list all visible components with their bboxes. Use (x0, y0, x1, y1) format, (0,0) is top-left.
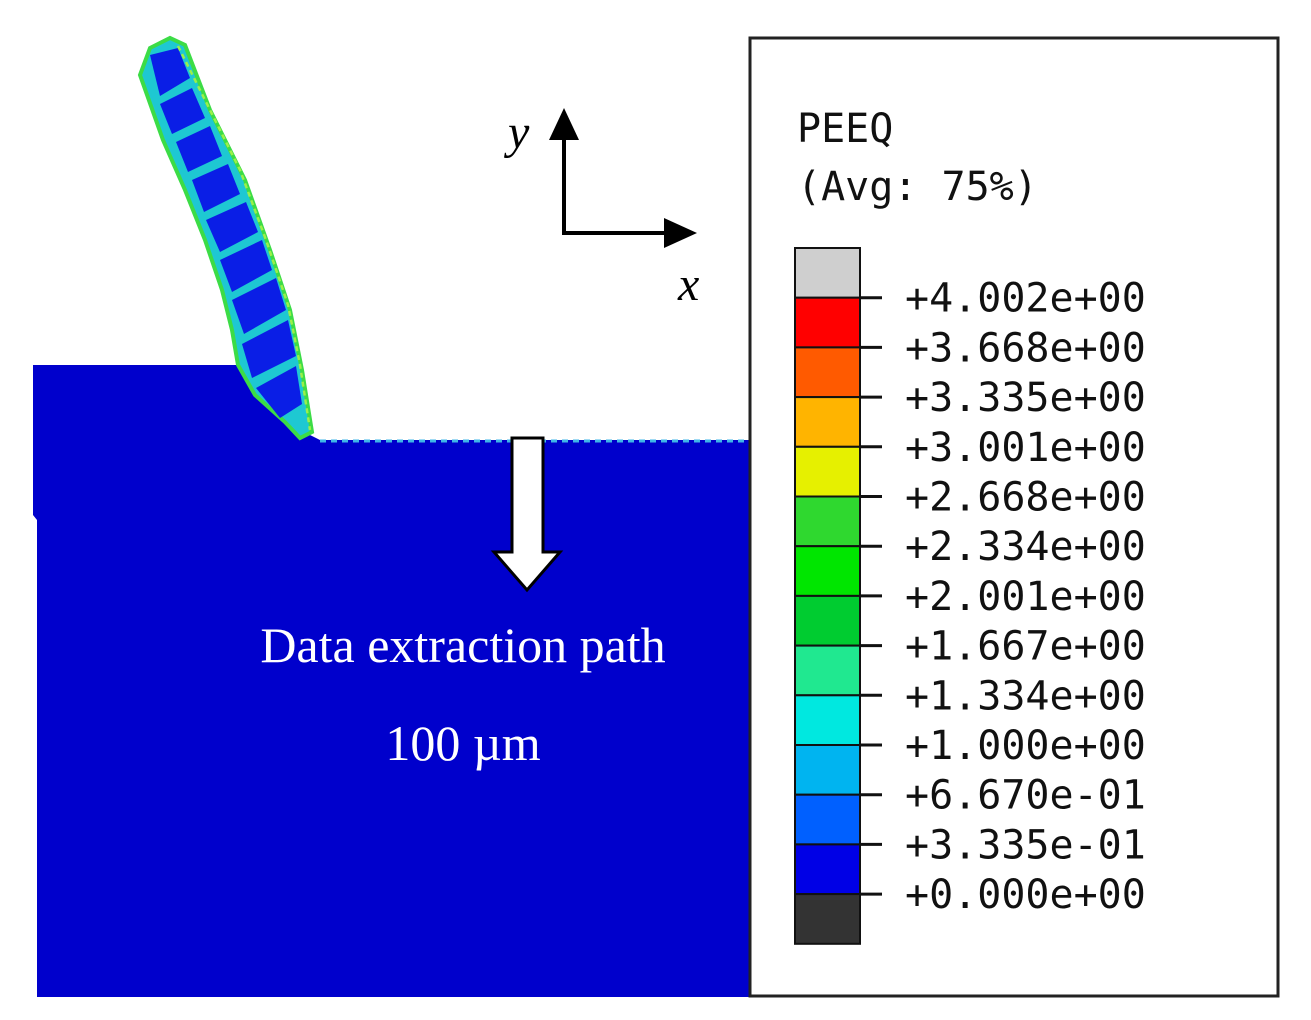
chip-segment (220, 240, 272, 292)
coordinate-axes: y x (503, 106, 699, 311)
chip-segment (150, 48, 190, 96)
legend-tick-label: +3.668e+00 (905, 325, 1146, 371)
legend-swatch (794, 396, 861, 448)
legend: PEEQ (Avg: 75%) +4.002e+00+3.668e+00+3.3… (748, 36, 1280, 998)
legend-swatch (794, 644, 861, 697)
legend-swatch (794, 545, 861, 597)
legend-swatch (794, 495, 861, 548)
chip-segment (242, 320, 296, 378)
shear-band-highlight (176, 45, 312, 431)
chip-segment (206, 202, 258, 252)
legend-tick-label: +3.335e+00 (905, 375, 1146, 421)
legend-swatch (794, 296, 861, 349)
legend-swatch (794, 346, 861, 399)
x-axis-label: x (677, 258, 699, 311)
extraction-path-arrow (490, 436, 564, 593)
legend-tick-labels: +4.002e+00+3.668e+00+3.335e+00+3.001e+00… (860, 276, 1146, 918)
chip-segment (232, 278, 286, 334)
chip-segment (176, 126, 222, 172)
workpiece-body (33, 365, 750, 997)
chip-segment (192, 164, 240, 212)
legend-tick-label: +2.001e+00 (905, 574, 1146, 620)
legend-swatch (794, 843, 861, 896)
legend-swatch (794, 594, 861, 647)
legend-tick-label: +1.000e+00 (905, 723, 1146, 769)
legend-swatch (794, 445, 861, 498)
legend-tick-label: +1.667e+00 (905, 624, 1146, 670)
y-axis-label: y (503, 106, 530, 159)
legend-subtitle: (Avg: 75%) (797, 164, 1038, 210)
legend-tick-label: +2.668e+00 (905, 475, 1146, 521)
chip-segment (256, 366, 302, 418)
legend-swatch (794, 793, 861, 846)
chip-segment (160, 88, 205, 134)
legend-tick-label: +0.000e+00 (905, 872, 1146, 918)
legend-tick-label: +3.001e+00 (905, 425, 1146, 471)
depth-label: 100 µm (385, 715, 540, 771)
legend-tick-label: +4.002e+00 (905, 276, 1146, 322)
x-axis-arrowhead (664, 218, 697, 248)
serrated-chip (137, 35, 315, 441)
legend-tick-label: +3.335e-01 (905, 822, 1146, 868)
legend-swatch (794, 744, 861, 796)
legend-swatch (794, 247, 861, 299)
y-axis-arrowhead (549, 108, 579, 140)
legend-tick-label: +1.334e+00 (905, 673, 1146, 719)
legend-color-bar (794, 247, 861, 945)
legend-tick-label: +2.334e+00 (905, 524, 1146, 570)
legend-swatch (794, 694, 861, 746)
extraction-path-label: Data extraction path (260, 617, 665, 673)
workpiece (33, 365, 750, 997)
legend-swatch (794, 893, 861, 945)
legend-title: PEEQ (797, 106, 893, 152)
legend-tick-label: +6.670e-01 (905, 773, 1146, 819)
down-arrow-icon (490, 436, 564, 593)
